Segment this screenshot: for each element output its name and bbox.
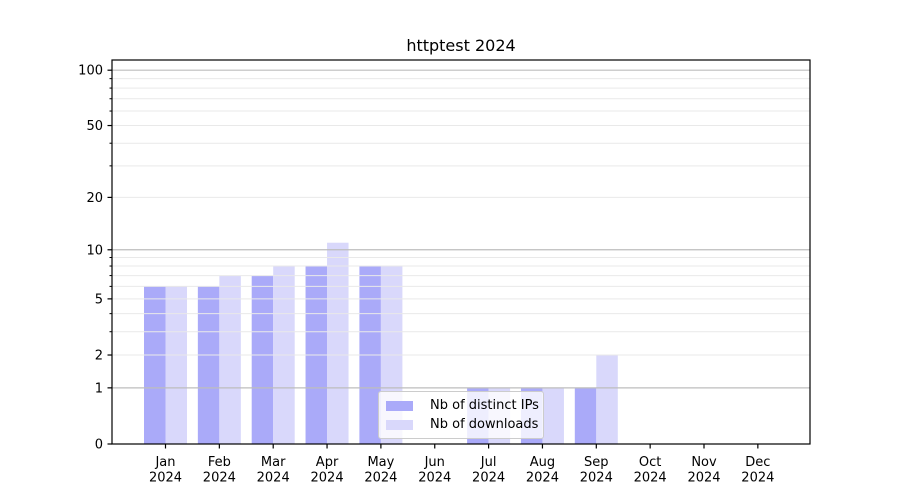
x-tick-label: Nov 2024 (687, 455, 720, 486)
chart-title: httptest 2024 (406, 36, 516, 55)
plot-border (111, 59, 811, 445)
legend-item-downloads: Nb of downloads (386, 415, 539, 434)
legend: Nb of distinct IPs Nb of downloads (378, 391, 544, 439)
x-tick-label: Dec 2024 (741, 455, 774, 486)
bar-downloads-sep (596, 355, 618, 444)
legend-label-downloads: Nb of downloads (430, 417, 539, 432)
gridlines-group (112, 69, 810, 389)
y-tick-label: 2 (95, 349, 103, 364)
x-tick-label: Jan 2024 (149, 455, 182, 486)
legend-swatch-distinct-ips (386, 400, 413, 411)
x-tick-label: Mar 2024 (257, 455, 290, 486)
y-tick-label: 100 (78, 64, 103, 79)
y-tick-label: 20 (86, 191, 103, 206)
x-tick-label: Sep 2024 (580, 455, 613, 486)
x-tick-label: Feb 2024 (203, 455, 236, 486)
x-tick-label: Aug 2024 (526, 455, 559, 486)
bar-distinct-ips-mar (251, 275, 274, 444)
y-tick-label: 10 (86, 243, 103, 258)
x-tick-label: Oct 2024 (634, 455, 667, 486)
bar-distinct-ips-sep (574, 387, 597, 444)
x-tick-label: May 2024 (364, 455, 397, 486)
legend-swatch-downloads (386, 419, 413, 430)
y-tick-label: 50 (86, 119, 103, 134)
bar-distinct-ips-jan (144, 286, 166, 444)
y-tick-label: 1 (95, 381, 103, 396)
legend-label-distinct-ips: Nb of distinct IPs (430, 398, 539, 413)
bar-downloads-jan (165, 286, 187, 444)
x-tick-label: Jul 2024 (472, 455, 505, 486)
bar-downloads-feb (219, 275, 241, 444)
legend-item-distinct-ips: Nb of distinct IPs (386, 396, 539, 415)
x-tick-label: Apr 2024 (311, 455, 344, 486)
bar-downloads-aug (542, 387, 564, 444)
bar-distinct-ips-feb (197, 286, 220, 444)
x-tick-label: Jun 2024 (418, 455, 451, 486)
y-tick-label: 0 (95, 438, 103, 453)
axes-group: 0 1 2 5 10 20 50 100 Jan 2024 Feb 2024 Mar 2024 Apr 202… (78, 59, 811, 486)
bar-downloads-apr (327, 242, 349, 444)
y-tick-label: 5 (95, 292, 103, 307)
